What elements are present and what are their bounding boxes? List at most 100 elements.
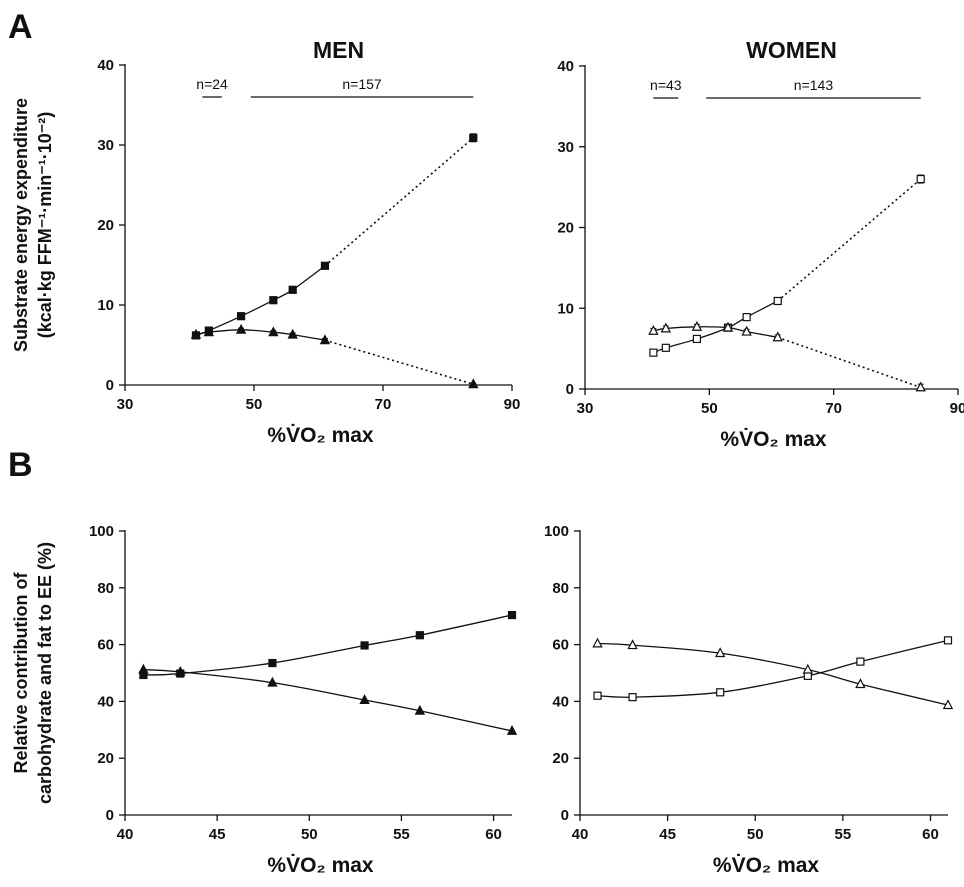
y-tick-label: 40 — [97, 57, 114, 74]
x-tick-label: 90 — [504, 396, 521, 413]
series-extrapolation-line — [777, 178, 922, 302]
y-tick-label: 40 — [97, 693, 114, 710]
data-point-triangle — [855, 678, 866, 689]
x-tick-label: 45 — [209, 826, 226, 843]
y-axis-label-a: Substrate energy expenditure (kcal·kg FF… — [11, 98, 55, 352]
data-point-square — [268, 658, 277, 668]
data-point-square — [856, 657, 865, 666]
y-tick-label: 80 — [552, 580, 569, 597]
data-point-square — [943, 636, 953, 645]
data-point-triangle — [660, 322, 672, 333]
data-point-square — [320, 261, 330, 270]
data-point-triangle — [414, 704, 426, 715]
series-square — [649, 174, 925, 357]
y-axis-label-a-line2: (kcal·kg FFM⁻¹·min⁻¹·10⁻²) — [35, 112, 55, 339]
x-tick-label: 50 — [747, 826, 764, 843]
data-point-triangle — [722, 321, 734, 332]
data-point-square — [916, 174, 925, 184]
series-triangle — [138, 663, 518, 735]
sample-size-label: n=143 — [794, 77, 834, 93]
data-point-triangle — [287, 328, 298, 339]
y-tick-label: 40 — [552, 693, 569, 710]
data-point-triangle — [741, 325, 752, 336]
y-tick-label: 0 — [106, 807, 114, 824]
x-tick-label: 45 — [659, 826, 676, 843]
series-square — [191, 133, 478, 340]
y-tick-label: 0 — [566, 381, 574, 398]
y-tick-label: 10 — [97, 297, 114, 314]
panel-label-a: A — [8, 8, 33, 46]
x-tick-label: 70 — [825, 400, 842, 417]
y-tick-label: 100 — [544, 523, 569, 540]
data-point-square — [692, 334, 702, 344]
data-point-triangle — [138, 663, 149, 674]
data-point-square — [415, 631, 424, 640]
series-line — [597, 639, 949, 698]
data-point-triangle — [319, 334, 331, 345]
x-tick-label: 50 — [301, 826, 318, 843]
y-tick-label: 0 — [106, 377, 114, 394]
data-point-triangle — [772, 331, 783, 342]
data-point-triangle — [468, 378, 479, 389]
sample-size-label: n=157 — [342, 76, 382, 92]
data-point-triangle — [714, 647, 726, 658]
data-point-square — [288, 285, 297, 294]
data-point-triangle — [506, 725, 518, 735]
series-square — [593, 636, 953, 702]
x-axis-label: %V̇O₂ max — [267, 423, 374, 447]
data-point-square — [742, 313, 751, 322]
series-triangle — [592, 637, 954, 710]
x-tick-label: 40 — [117, 826, 134, 843]
series-extrapolation-line — [777, 336, 921, 389]
x-axis-label: %V̇O₂ max — [720, 427, 827, 451]
data-point-triangle — [359, 694, 370, 704]
data-point-triangle — [915, 381, 926, 392]
y-tick-label: 20 — [557, 220, 574, 237]
y-tick-label: 30 — [557, 139, 574, 156]
y-tick-label: 20 — [97, 750, 114, 767]
chart-b-women: 0 20 40 60 80 100 40 45 50 55 60 %V̇O₂ max — [544, 523, 954, 877]
data-point-square — [628, 693, 637, 702]
y-tick-label: 60 — [552, 637, 569, 654]
y-tick-label: 30 — [97, 137, 114, 154]
data-point-square — [237, 312, 246, 321]
panel-label-b: B — [8, 446, 33, 484]
x-tick-label: 55 — [393, 826, 410, 843]
x-axis-label: %V̇O₂ max — [267, 853, 374, 877]
sample-size-label: n=43 — [650, 77, 682, 93]
y-tick-label: 20 — [97, 217, 114, 234]
series-line — [143, 614, 513, 676]
series-extrapolation-line — [324, 339, 474, 385]
series-extrapolation-line — [324, 137, 474, 267]
data-point-triangle — [203, 326, 215, 337]
sample-size-label: n=24 — [196, 76, 228, 92]
data-point-triangle — [267, 676, 278, 687]
data-point-square — [593, 691, 602, 700]
data-point-triangle — [268, 326, 279, 337]
data-point-square — [661, 343, 670, 352]
data-point-square — [269, 296, 278, 305]
series-triangle — [190, 323, 479, 389]
y-tick-label: 40 — [557, 58, 574, 75]
data-point-triangle — [175, 665, 186, 676]
x-tick-label: 55 — [835, 826, 852, 843]
y-axis-label-a-line1: Substrate energy expenditure — [11, 98, 31, 352]
data-point-triangle — [942, 699, 954, 710]
data-point-triangle — [592, 637, 603, 648]
series-triangle — [648, 320, 926, 392]
chart-title: WOMEN — [746, 37, 837, 63]
y-tick-label: 60 — [97, 637, 114, 654]
data-point-triangle — [802, 663, 814, 674]
x-axis-label: %V̇O₂ max — [713, 853, 820, 877]
data-point-square — [649, 348, 658, 357]
chart-title: MEN — [313, 37, 364, 63]
x-tick-label: 60 — [922, 826, 939, 843]
x-tick-label: 40 — [572, 826, 589, 843]
y-tick-label: 0 — [561, 807, 569, 824]
series-line — [143, 668, 513, 732]
chart-a-men: 0 10 20 30 40 30 50 70 90 %V̇O₂ max MEN n=24 n=157 — [97, 37, 520, 447]
data-point-square — [773, 296, 782, 306]
x-tick-label: 30 — [577, 400, 594, 417]
x-tick-label: 90 — [950, 400, 964, 417]
